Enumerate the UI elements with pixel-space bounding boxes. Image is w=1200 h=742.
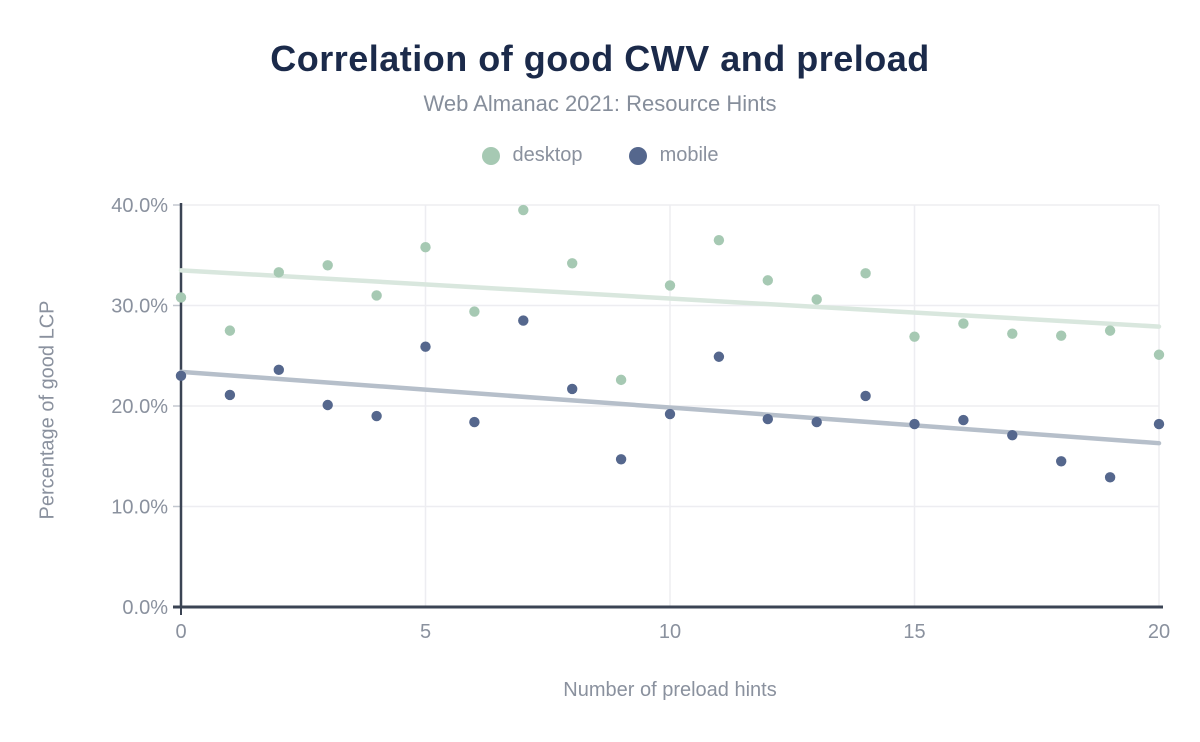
legend: desktop mobile: [0, 144, 1200, 167]
x-axis-title: Number of preload hints: [563, 679, 777, 701]
desktop-point[interactable]: [1104, 325, 1116, 336]
mobile-point[interactable]: [762, 413, 773, 425]
desktop-point[interactable]: [322, 260, 333, 271]
mobile-point[interactable]: [567, 383, 578, 395]
mobile-point[interactable]: [713, 351, 725, 362]
chart-title: Correlation of good CWV and preload: [270, 38, 930, 79]
mobile-point[interactable]: [224, 389, 236, 401]
mobile-point[interactable]: [664, 408, 676, 420]
desktop-point[interactable]: [909, 331, 920, 342]
desktop-legend-dot-icon: [481, 146, 500, 165]
x-tick-label: 10: [659, 621, 681, 643]
desktop-point[interactable]: [420, 242, 431, 253]
mobile-legend-label: mobile: [659, 144, 719, 166]
desktop-point[interactable]: [518, 204, 529, 216]
y-tick-label: 40.0%: [111, 195, 168, 217]
mobile-point[interactable]: [175, 370, 187, 382]
x-tick-label: 0: [175, 621, 186, 643]
desktop-point[interactable]: [273, 267, 284, 278]
mobile-legend-dot-icon: [628, 146, 647, 165]
mobile-point[interactable]: [1104, 472, 1116, 483]
desktop-point[interactable]: [762, 275, 773, 286]
mobile-point[interactable]: [1056, 456, 1067, 467]
x-tick-label: 15: [903, 621, 925, 643]
y-axis-title: Percentage of good LCP: [36, 300, 59, 520]
chart-subtitle: Web Almanac 2021: Resource Hints: [423, 91, 777, 116]
desktop-point[interactable]: [860, 268, 871, 279]
desktop-point[interactable]: [567, 258, 578, 269]
desktop-point[interactable]: [811, 294, 822, 305]
mobile-point[interactable]: [1007, 429, 1018, 441]
desktop-point[interactable]: [1056, 330, 1067, 341]
desktop-point[interactable]: [1007, 328, 1018, 339]
desktop-point[interactable]: [1153, 349, 1165, 360]
mobile-point[interactable]: [909, 418, 920, 430]
mobile-point[interactable]: [860, 390, 871, 402]
y-tick-label: 0.0%: [122, 597, 168, 619]
mobile-point[interactable]: [958, 414, 969, 426]
desktop-point[interactable]: [713, 234, 725, 246]
desktop-point[interactable]: [615, 374, 627, 386]
y-tick-label: 20.0%: [111, 396, 168, 418]
desktop-point[interactable]: [958, 318, 969, 329]
mobile-trend-line: [178, 369, 1162, 446]
mobile-point[interactable]: [273, 364, 284, 376]
mobile-point[interactable]: [518, 315, 529, 326]
desktop-point[interactable]: [224, 325, 236, 336]
mobile-point[interactable]: [322, 399, 333, 411]
x-tick-label: 5: [420, 621, 431, 643]
y-tick-label: 30.0%: [111, 296, 168, 318]
desktop-legend-label: desktop: [512, 144, 583, 166]
desktop-point[interactable]: [664, 280, 676, 291]
mobile-point[interactable]: [1153, 418, 1165, 430]
legend-item-mobile[interactable]: mobile: [628, 144, 719, 167]
y-tick-label: 10.0%: [111, 497, 168, 519]
desktop-point[interactable]: [175, 292, 187, 303]
mobile-point[interactable]: [469, 416, 480, 428]
mobile-point[interactable]: [420, 341, 431, 352]
desktop-point[interactable]: [469, 306, 480, 317]
x-tick-label: 20: [1148, 621, 1170, 643]
desktop-point[interactable]: [371, 290, 382, 301]
desktop-trend-line: [178, 268, 1162, 329]
mobile-point[interactable]: [371, 410, 382, 422]
mobile-point[interactable]: [811, 416, 822, 428]
legend-item-desktop[interactable]: desktop: [481, 144, 583, 167]
mobile-point[interactable]: [615, 454, 627, 465]
